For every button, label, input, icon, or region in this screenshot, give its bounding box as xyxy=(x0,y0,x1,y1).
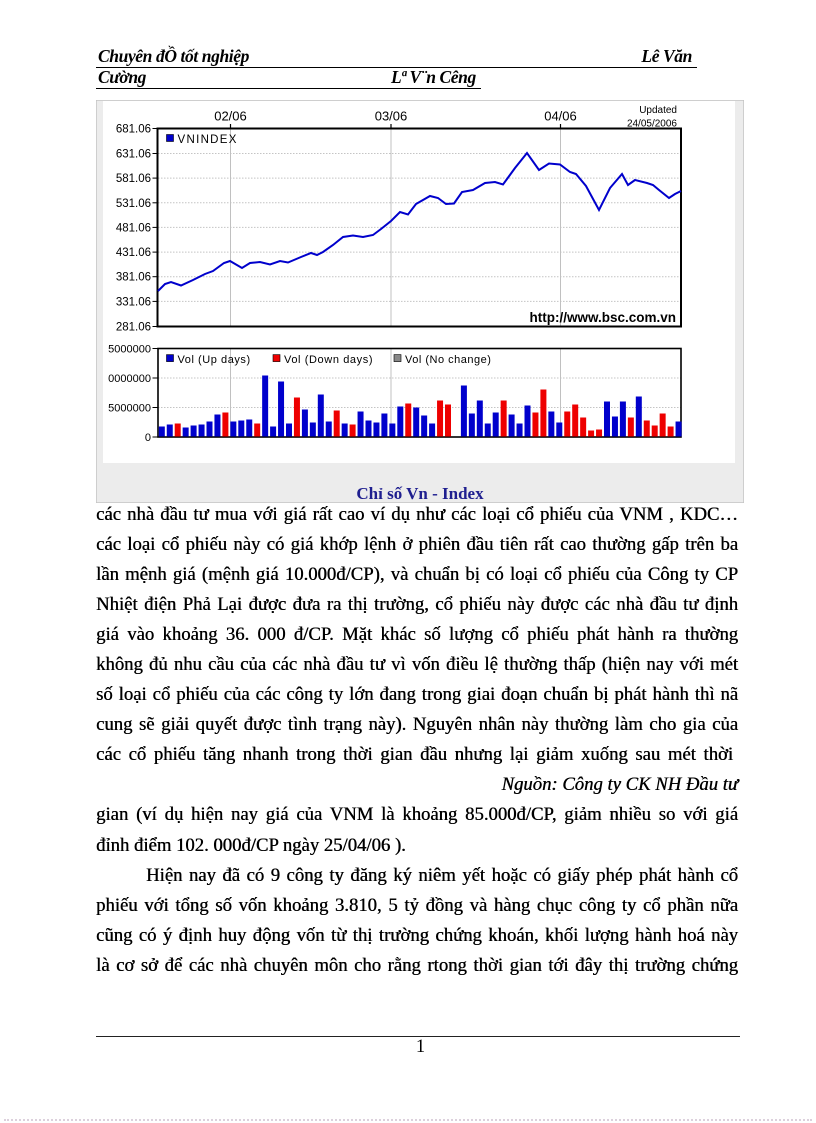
svg-text:681.06: 681.06 xyxy=(116,124,151,136)
svg-text:03/06: 03/06 xyxy=(375,109,408,124)
svg-text:581.06: 581.06 xyxy=(116,173,151,185)
svg-text:5000000: 5000000 xyxy=(108,403,151,415)
svg-text:0: 0 xyxy=(145,432,151,444)
svg-text:Updated: Updated xyxy=(639,105,677,116)
svg-text:http://www.bsc.com.vn: http://www.bsc.com.vn xyxy=(529,310,676,325)
svg-text:Vol (No change): Vol (No change) xyxy=(405,354,491,366)
svg-text:04/06: 04/06 xyxy=(544,109,577,124)
svg-text:631.06: 631.06 xyxy=(116,149,151,161)
svg-text:02/06: 02/06 xyxy=(214,109,247,124)
svg-text:VNINDEX: VNINDEX xyxy=(178,134,238,146)
svg-text:24/05/2006: 24/05/2006 xyxy=(627,119,677,130)
svg-text:5000000: 5000000 xyxy=(108,344,151,356)
svg-text:431.06: 431.06 xyxy=(116,247,151,259)
svg-text:Vol (Down days): Vol (Down days) xyxy=(284,354,373,366)
svg-text:Vol (Up days): Vol (Up days) xyxy=(178,354,251,366)
svg-text:281.06: 281.06 xyxy=(116,322,151,334)
svg-text:331.06: 331.06 xyxy=(116,296,151,308)
svg-text:381.06: 381.06 xyxy=(116,272,151,284)
svg-text:481.06: 481.06 xyxy=(116,222,151,234)
svg-text:0000000: 0000000 xyxy=(108,373,151,385)
svg-text:531.06: 531.06 xyxy=(116,198,151,210)
